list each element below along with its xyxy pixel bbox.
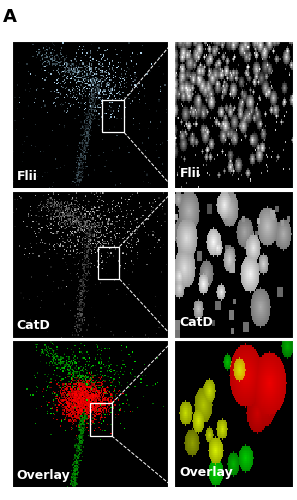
Text: CatD: CatD — [17, 319, 50, 332]
Bar — [102, 100, 124, 132]
Bar — [90, 404, 112, 436]
Text: CatD: CatD — [180, 316, 214, 329]
Text: Flii: Flii — [17, 170, 37, 182]
Text: Flii: Flii — [180, 166, 200, 179]
Text: A: A — [3, 8, 17, 26]
Text: Overlay: Overlay — [180, 466, 233, 478]
Text: Overlay: Overlay — [17, 468, 70, 481]
Bar — [98, 246, 119, 279]
